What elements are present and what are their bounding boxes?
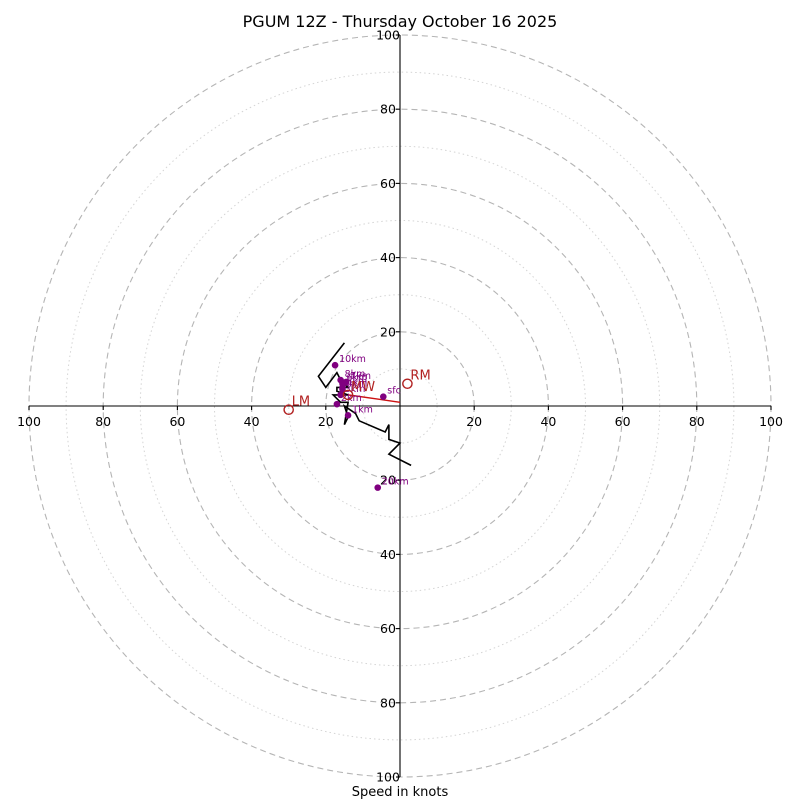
storm-motion-marker-rm bbox=[402, 378, 413, 390]
y-tick-label: 80 bbox=[380, 102, 396, 117]
height-marker-10km bbox=[331, 361, 339, 369]
height-label-5km: 5km bbox=[346, 376, 367, 387]
x-tick-label: 60 bbox=[169, 414, 185, 429]
x-tick-label: 40 bbox=[244, 414, 260, 429]
y-tick-label: 20 bbox=[380, 473, 396, 488]
height-label-20km: 20km bbox=[382, 477, 409, 488]
height-marker-7km bbox=[342, 378, 350, 386]
height-marker-sfc bbox=[380, 393, 387, 401]
height-label-sfc: sfc bbox=[387, 386, 401, 397]
traces: sfc1km2km3km4km5km6km7km8km10km20kmRMLMM… bbox=[283, 342, 431, 491]
y-tick-label: 60 bbox=[380, 621, 396, 636]
chart-title: PGUM 12Z - Thursday October 16 2025 bbox=[243, 12, 558, 31]
height-label-6km: 6km bbox=[346, 373, 367, 384]
x-tick-label: 20 bbox=[466, 414, 482, 429]
storm-motion-label-mw: MW bbox=[351, 380, 375, 395]
y-tick-label: 40 bbox=[380, 250, 396, 265]
x-tick-label: 100 bbox=[759, 414, 783, 429]
y-tick-label: 20 bbox=[380, 324, 396, 339]
storm-motion-marker-mw bbox=[342, 389, 354, 401]
y-tick-label: 60 bbox=[380, 176, 396, 191]
height-label-7km: 7km bbox=[350, 371, 371, 382]
x-tick-label: 60 bbox=[615, 414, 631, 429]
height-label-1km: 1km bbox=[352, 404, 373, 415]
x-tick-label: 80 bbox=[689, 414, 705, 429]
tick-labels: 100 80 60 40 20 20 40 60 80 100 20 20 40 40 60 60 80 80 10… bbox=[17, 28, 783, 785]
height-label-3km: 3km bbox=[345, 384, 366, 395]
storm-motion-label-rm: RM bbox=[410, 369, 430, 384]
x-axis-label: Speed in knots bbox=[352, 785, 449, 800]
height-label-8km: 8km bbox=[345, 369, 366, 380]
x-tick-label: 40 bbox=[540, 414, 556, 429]
y-tick-label: 40 bbox=[380, 547, 396, 562]
x-tick-label: 100 bbox=[17, 414, 41, 429]
height-marker-8km bbox=[337, 376, 344, 384]
height-marker-1km bbox=[344, 411, 352, 419]
height-marker-3km bbox=[337, 391, 344, 399]
height-marker-20km bbox=[374, 484, 382, 491]
height-marker-2km bbox=[333, 400, 341, 408]
storm-motion-label-lm: LM bbox=[292, 395, 310, 410]
y-tick-label: 100 bbox=[376, 770, 400, 785]
y-tick-label: 100 bbox=[376, 28, 400, 43]
y-tick-label: 80 bbox=[380, 695, 396, 710]
storm-motion-marker-lm bbox=[283, 404, 295, 416]
axes bbox=[29, 35, 771, 777]
x-tick-label: 20 bbox=[318, 414, 334, 429]
height-label-10km: 10km bbox=[339, 354, 366, 365]
height-label-4km: 4km bbox=[346, 378, 367, 389]
mean-wind-line bbox=[347, 394, 401, 403]
x-tick-label: 80 bbox=[95, 414, 111, 429]
